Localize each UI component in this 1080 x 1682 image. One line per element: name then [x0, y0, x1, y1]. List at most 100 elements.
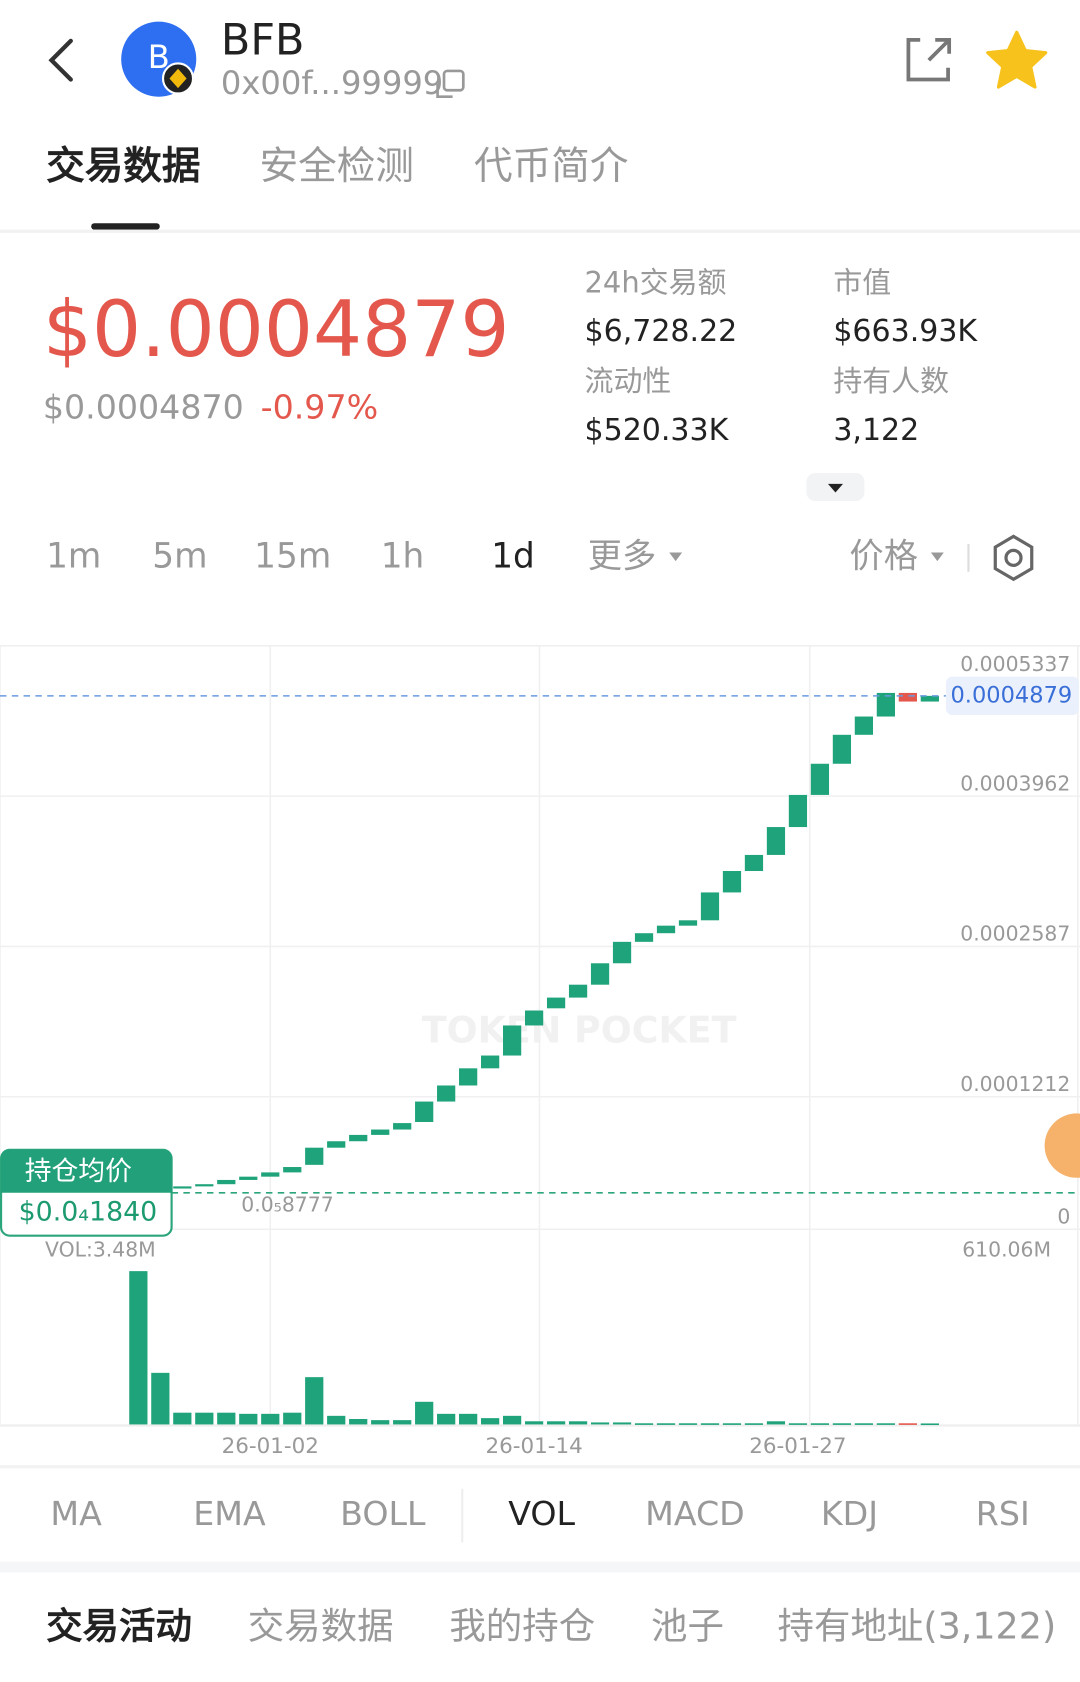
stat-label: 流动性: [585, 364, 672, 398]
volume-bar: [437, 1413, 456, 1425]
candle-body: [327, 1141, 346, 1148]
interval[interactable]: 更多: [588, 536, 657, 576]
volume-bar: [502, 1415, 522, 1425]
stat-value: $520.33K: [585, 413, 730, 448]
volume-bar: [898, 1423, 917, 1425]
candle-body: [217, 1179, 236, 1185]
candle-body: [349, 1134, 368, 1142]
x-tick-label: 26-01-02: [222, 1434, 319, 1459]
floating-button[interactable]: [1044, 1113, 1080, 1178]
price-mode[interactable]: 价格: [849, 536, 918, 576]
indicator[interactable]: MA: [50, 1494, 102, 1533]
volume-bar: [788, 1423, 808, 1425]
candle-body: [832, 734, 852, 764]
chain-icon: [169, 68, 187, 89]
bottom-tab[interactable]: 交易活动: [46, 1605, 192, 1648]
candle-body: [502, 1025, 522, 1056]
volume-bar: [151, 1372, 170, 1425]
candle-body: [634, 933, 654, 942]
candle-body: [810, 763, 830, 795]
volume-bar: [217, 1412, 236, 1425]
candle-body: [590, 963, 610, 985]
mode-arrow: [930, 552, 944, 562]
indicator[interactable]: MACD: [645, 1494, 745, 1533]
section-gap: [0, 1561, 1080, 1573]
indicator[interactable]: EMA: [193, 1494, 266, 1533]
volume-bar: [810, 1423, 830, 1425]
volume-tick-label: 610.06M: [962, 1238, 1051, 1262]
candle-body: [371, 1129, 390, 1135]
candle-body: [261, 1172, 280, 1177]
tab[interactable]: 代币简介: [474, 144, 628, 189]
interval[interactable]: 1m: [46, 536, 101, 576]
volume-bar: [854, 1423, 874, 1425]
holding-price: $0.0₄1840: [19, 1197, 158, 1228]
indicator[interactable]: BOLL: [340, 1494, 426, 1533]
price-change: -0.97%: [261, 387, 379, 426]
tab[interactable]: 交易数据: [46, 144, 200, 189]
interval[interactable]: 1h: [381, 536, 425, 576]
logo-letter: B: [148, 38, 170, 76]
share-button[interactable]: [906, 37, 952, 82]
candle-body: [393, 1123, 412, 1130]
volume-bar: [239, 1413, 258, 1425]
more-arrow: [669, 552, 683, 562]
indicator[interactable]: RSI: [976, 1494, 1030, 1533]
volume-bar: [305, 1377, 324, 1425]
candle-body: [788, 794, 808, 828]
back-button[interactable]: [48, 38, 73, 82]
candle-body: [766, 827, 786, 855]
candle-body: [612, 941, 632, 964]
stat-label: 市值: [833, 265, 891, 299]
indicator[interactable]: KDJ: [821, 1494, 878, 1533]
interval[interactable]: 15m: [254, 536, 331, 576]
settings-button[interactable]: [993, 534, 1034, 582]
tab-indicator: [91, 223, 160, 230]
stat-label: 24h交易额: [585, 265, 727, 299]
interval[interactable]: 1d: [491, 536, 535, 576]
volume-bar: [393, 1420, 412, 1425]
indicator[interactable]: VOL: [508, 1494, 575, 1533]
stat-value: $663.93K: [833, 314, 978, 349]
volume-label: VOL:3.48M: [45, 1238, 156, 1262]
volume-bar: [634, 1423, 654, 1425]
candle-body: [898, 692, 917, 702]
volume-bar: [568, 1421, 588, 1425]
y-tick-label: 0: [1057, 1204, 1070, 1228]
volume-bar: [327, 1415, 346, 1425]
volume-bar: [371, 1420, 390, 1425]
volume-bar: [546, 1421, 566, 1425]
volume-bar: [876, 1423, 895, 1425]
bottom-tab[interactable]: 池子: [651, 1605, 724, 1648]
x-tick-label: 26-01-14: [485, 1434, 582, 1459]
y-tick-label: 0.0002587: [960, 922, 1070, 946]
volume-bar: [656, 1423, 676, 1425]
watermark: TOKEN POCKET: [422, 1008, 737, 1051]
candle-body: [305, 1147, 324, 1165]
current-price-tag: [945, 676, 1079, 716]
y-tick-label: 0.0003962: [960, 771, 1070, 795]
interval[interactable]: 5m: [152, 536, 207, 576]
candle-body: [744, 854, 764, 872]
candle-body: [854, 716, 874, 735]
bottom-tab[interactable]: 我的持仓: [449, 1605, 595, 1648]
y-tick-label: 0.0005337: [960, 652, 1070, 676]
candle-body: [283, 1167, 302, 1173]
bottom-tab[interactable]: 交易数据: [248, 1605, 394, 1648]
copy-icon[interactable]: [436, 69, 465, 99]
tab[interactable]: 安全检测: [260, 144, 414, 189]
candle-body: [546, 997, 566, 1009]
candle-body: [481, 1055, 500, 1069]
volume-bar: [612, 1422, 632, 1425]
bottom-tab[interactable]: 持有地址(3,122): [778, 1605, 1057, 1648]
favorite-star[interactable]: [986, 30, 1048, 89]
divider: [0, 1465, 1080, 1469]
candle-body: [876, 692, 895, 717]
volume-bar: [700, 1423, 720, 1425]
candle-body: [195, 1184, 214, 1187]
volume-bar: [832, 1423, 852, 1425]
volume-bar: [173, 1412, 192, 1425]
y-tick-label: 0.0001212: [960, 1072, 1070, 1096]
candle-body: [173, 1186, 192, 1189]
